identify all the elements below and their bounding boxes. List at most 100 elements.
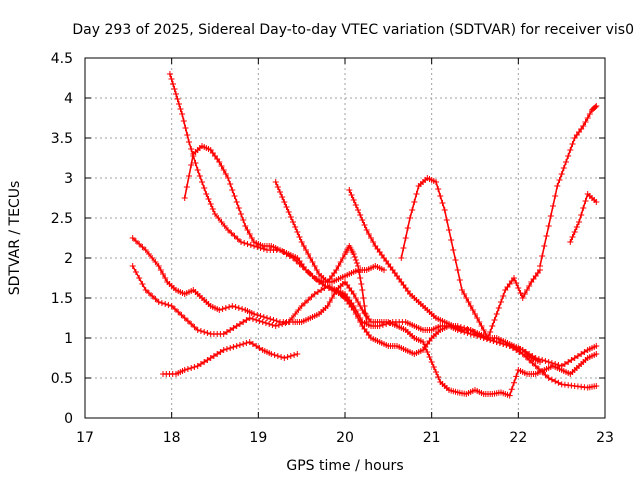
data-point: [550, 203, 556, 209]
data-point: [300, 243, 307, 249]
data-point: [142, 247, 149, 253]
data-point: [441, 207, 448, 213]
data-point: [593, 351, 600, 357]
data-point: [357, 275, 364, 281]
data-point: [500, 293, 507, 299]
data-point: [212, 211, 218, 217]
data-point: [513, 373, 520, 380]
data-point: [168, 303, 175, 309]
data-point: [298, 239, 305, 245]
data-point: [256, 345, 263, 351]
data-point: [448, 237, 455, 243]
data-point: [170, 81, 176, 87]
y-tick-labels: 0 0.5 1 1.5 2 2.5 3 3.5 4 4.5: [51, 51, 73, 427]
data-point: [420, 339, 426, 345]
data-point: [149, 293, 156, 299]
series-arc-3: [160, 339, 301, 377]
data-point: [251, 311, 257, 317]
data-point: [355, 299, 361, 305]
data-point: [260, 246, 267, 252]
data-point: [305, 251, 312, 257]
data-point: [352, 311, 359, 317]
data-point: [210, 353, 217, 359]
data-point: [291, 352, 298, 358]
data-point: [493, 311, 500, 317]
y-tick-label: 3.5: [51, 131, 73, 147]
data-point: [308, 294, 315, 300]
data-point: [326, 299, 333, 305]
data-point: [381, 267, 387, 273]
data-point: [174, 96, 181, 102]
data-point: [178, 312, 185, 318]
data-point: [313, 267, 320, 273]
data-point: [281, 199, 288, 205]
data-point: [539, 369, 546, 375]
data-point: [246, 231, 253, 237]
data-point: [329, 295, 335, 301]
data-point: [129, 263, 136, 269]
data-point: [358, 281, 365, 287]
data-point: [565, 153, 572, 159]
data-point: [215, 215, 222, 221]
data-point: [199, 179, 205, 185]
data-point: [376, 323, 383, 329]
data-point: [271, 352, 278, 358]
data-point: [426, 354, 433, 360]
data-point: [191, 364, 198, 370]
data-point: [188, 321, 195, 327]
data-point: [240, 217, 247, 223]
series-arc-7: [346, 187, 543, 365]
data-point: [173, 91, 179, 97]
data-point: [506, 392, 513, 399]
data-point: [542, 358, 549, 364]
series-arc-8: [398, 175, 543, 341]
data-point: [363, 319, 370, 325]
x-tick-label: 18: [163, 430, 181, 446]
data-point: [253, 343, 260, 349]
data-point: [461, 291, 468, 297]
data-point: [282, 320, 289, 326]
data-point: [340, 294, 347, 300]
data-point: [325, 285, 332, 291]
data-point: [158, 300, 165, 306]
data-point: [298, 303, 305, 309]
data-point: [279, 321, 286, 327]
data-point: [267, 316, 274, 322]
data-point: [593, 343, 600, 349]
data-point: [186, 139, 192, 145]
data-point: [491, 317, 498, 323]
data-point: [225, 227, 231, 233]
data-point: [318, 287, 325, 293]
data-point: [188, 162, 195, 168]
x-axis-label: GPS time / hours: [286, 458, 403, 474]
data-point: [242, 223, 249, 229]
data-point: [235, 205, 242, 211]
data-point: [292, 311, 299, 317]
data-point: [543, 233, 550, 239]
data-point: [541, 243, 548, 249]
data-point: [435, 186, 442, 192]
data-point: [152, 296, 159, 302]
data-point: [593, 103, 600, 109]
data-point: [225, 175, 231, 181]
data-point: [197, 328, 204, 334]
data-point: [548, 376, 555, 383]
data-point: [207, 355, 214, 361]
data-point: [142, 287, 149, 293]
data-point: [545, 359, 552, 365]
data-point: [184, 132, 191, 138]
data-point: [311, 263, 318, 269]
data-point: [166, 71, 173, 77]
data-point: [301, 300, 308, 306]
data-point: [537, 359, 543, 365]
data-point: [574, 353, 581, 359]
data-point: [277, 189, 283, 195]
data-point: [214, 351, 221, 357]
data-point: [253, 317, 260, 323]
data-point: [176, 101, 182, 107]
data-point: [464, 326, 471, 332]
data-point: [348, 192, 355, 198]
data-point: [272, 323, 279, 329]
data-point: [246, 339, 253, 345]
data-point: [132, 238, 139, 244]
